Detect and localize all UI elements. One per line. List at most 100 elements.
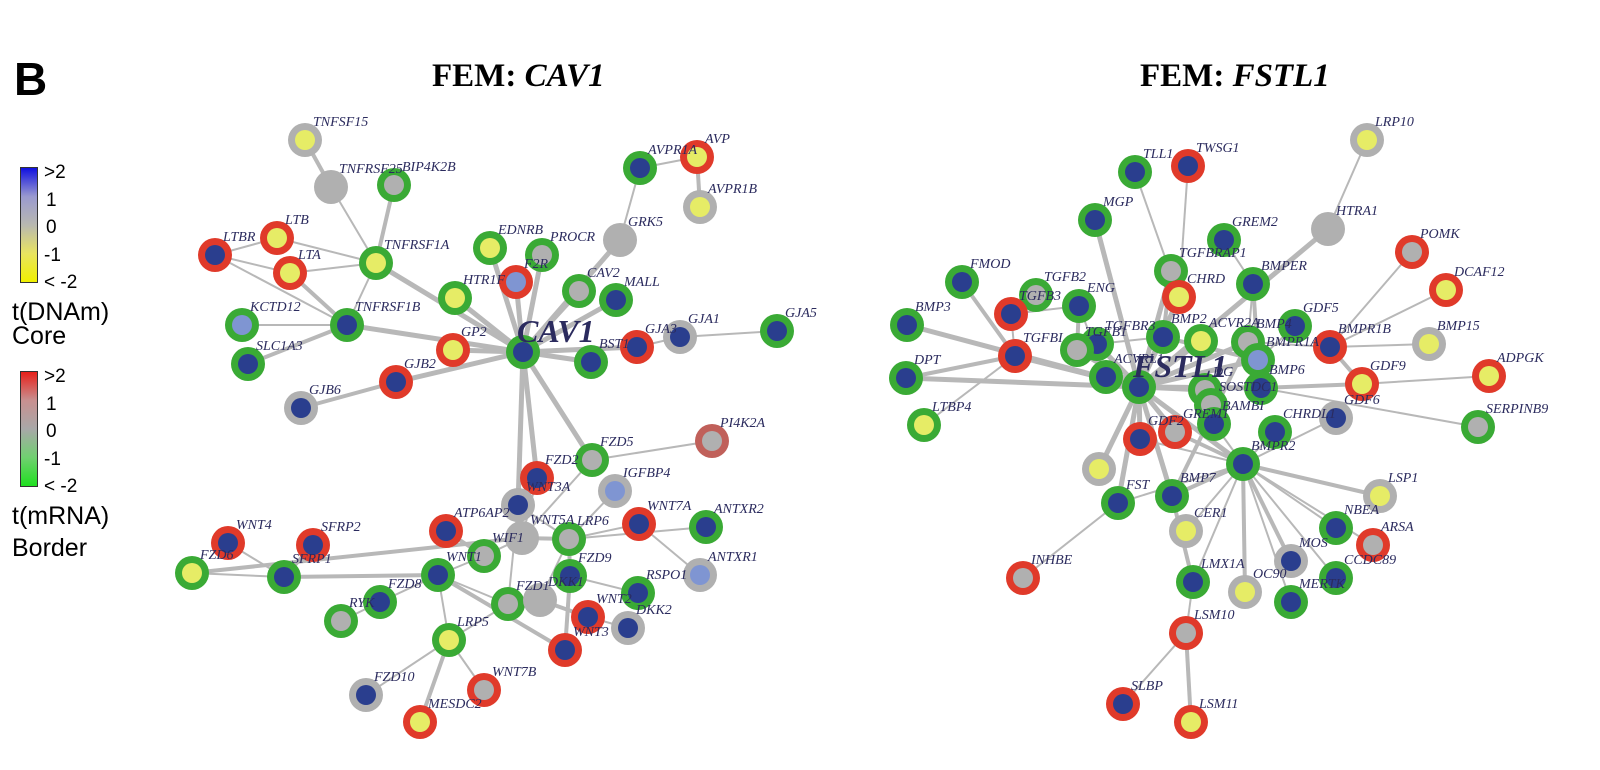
node-LSP1 [1363,479,1397,513]
node-TGFBI [998,339,1032,373]
node-AVPR1B [683,190,717,224]
label-WNT3: WNT3 [573,625,609,640]
node-IGFBP4 [598,474,632,508]
node-FST [1101,486,1135,520]
node-BMPR2 [1226,447,1260,481]
node-BMPR1B [1313,330,1347,364]
edge-BMPR2-OC90 [1241,463,1247,593]
node-GRK5 [603,223,637,257]
node-ENG [1062,289,1096,323]
node-F2R [499,265,533,299]
label-TGFBRAP1: TGFBRAP1 [1179,246,1247,261]
label-RSPO1: RSPO1 [645,568,687,583]
label-TNFRSF1B: TNFRSF1B [355,300,421,315]
edge-WNT5A-FZD6 [191,536,523,575]
title-left: FEM: CAV1 [432,58,605,95]
node-GJA1 [663,320,697,354]
label-CAV2: CAV2 [587,266,620,281]
node-ACVR2A [1184,324,1218,358]
node-MERTK [1274,585,1308,619]
border-tick-0: >2 [44,366,66,387]
label-ATP6AP2: ATP6AP2 [453,506,509,521]
node-PI4K2A [695,424,729,458]
node-HTRA1 [1311,212,1345,246]
label-FZD1: FZD1 [515,579,549,594]
label-FST: FST [1125,478,1151,493]
node-GDF2 [1123,422,1157,456]
label-PI4K2A: PI4K2A [719,416,766,431]
node-TGFBRAP1 [1154,254,1188,288]
label-BMPER: BMPER [1261,259,1307,274]
border-tick-4: < -2 [44,476,78,497]
edge-BMPR2-GDF6 [1242,417,1337,465]
label-DKK1: DKK1 [547,575,584,590]
edge-CAV1-FZD2 [520,351,540,479]
node-GREM1 [1158,415,1192,449]
edge-CAV1-GJB2 [395,349,524,385]
core-tick-2: 0 [46,217,57,238]
label-WNT5A: WNT5A [530,513,575,528]
node-CAV1 [506,335,540,369]
edge-FSTL1-HTRA1 [1137,227,1330,389]
node-TLL1 [1118,155,1152,189]
edge-BMPR2-GDF2 [1139,438,1244,465]
node-AVP [680,140,714,174]
label-AVPR1A: AVPR1A [647,143,698,158]
edge-TGFBI-LTBP4 [923,355,1016,426]
node-FZD9 [553,559,587,593]
label-BMP6: BMP6 [1269,363,1305,378]
label-TGFBI: TGFBI [1023,331,1064,346]
label-GRK5: GRK5 [628,215,663,230]
border-legend-subtitle: Border [12,534,88,562]
label-GP2: GP2 [461,325,487,340]
node-DPT [889,361,923,395]
label-CER1: CER1 [1194,506,1227,521]
label-GJA5: GJA5 [785,306,817,321]
label-LTBP4: LTBP4 [931,400,971,415]
edge-BMPR2-CCDC89 [1242,463,1337,579]
label-GREM2: GREM2 [1232,215,1278,230]
label-LTB: LTB [284,213,309,228]
node-SERPINB9 [1461,410,1495,444]
node-LSM11 [1174,705,1208,739]
label-BMP7: BMP7 [1180,471,1217,486]
node-BIP4K2B [377,168,411,202]
label-MERTK: MERTK [1298,577,1346,592]
node-GP2 [436,333,470,367]
node-CHRD [1162,280,1196,314]
node-FZD10 [349,678,383,712]
node-FZD5 [575,443,609,477]
label-SERPINB9: SERPINB9 [1486,402,1548,417]
label-TGFB1: TGFB1 [1085,325,1127,340]
node-ARSA [1356,528,1390,562]
node-INHBE [1006,561,1040,595]
title-right-prefix: FEM: [1140,58,1233,94]
edge-BMPR1B-POMK [1329,251,1413,348]
label-GDF2: GDF2 [1148,414,1184,429]
node-CCDC89 [1319,561,1353,595]
label-HTR1F: HTR1F [462,273,505,288]
label-LTA: LTA [297,248,321,263]
label-SLC1A3: SLC1A3 [256,339,303,354]
node-WNT2 [571,600,605,634]
node-WIF1 [467,539,501,573]
node-SLC1A3 [231,347,265,381]
node-LSM10 [1169,616,1203,650]
node-KCTD12 [225,308,259,342]
label-ACVRL1: ACVRL1 [1113,352,1164,367]
label-CHRD: CHRD [1187,272,1225,287]
node-TNFSF15 [288,123,322,157]
node-MGP [1078,203,1112,237]
node-WNT5A [505,521,539,555]
label-BMP15: BMP15 [1437,319,1480,334]
node-DKK1 [523,583,557,617]
label-ADPGK: ADPGK [1496,351,1544,366]
label-MESDC2: MESDC2 [427,697,482,712]
label-F2R: F2R [523,257,549,272]
node-SFRP1 [267,560,301,594]
core-tick-0: >2 [44,162,66,183]
node-FMOD [945,265,979,299]
node-WNT4 [211,526,245,560]
node-LRP10 [1350,123,1384,157]
label-INHBE: INHBE [1030,553,1073,568]
